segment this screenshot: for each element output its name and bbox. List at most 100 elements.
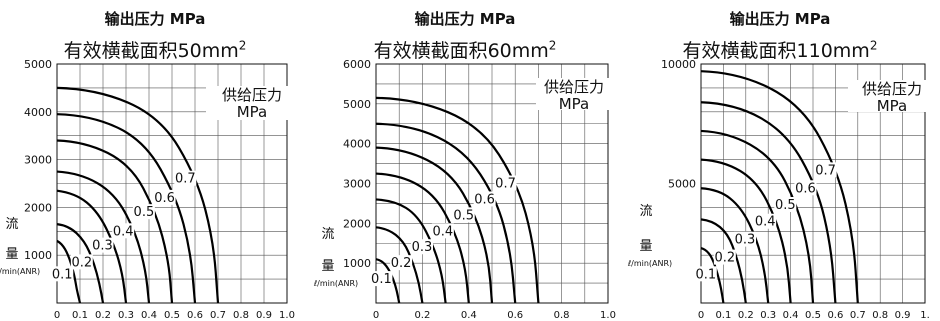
series-label-0.5: 0.5 [775,198,796,213]
x-tick-label: 0.1 [72,310,88,321]
y-tick-label: 5000 [24,58,52,71]
y-tick-label: 3000 [343,178,371,191]
x-tick-label: 0.2 [95,310,111,321]
y-axis-label-char: 流 [639,204,652,219]
y-axis-unit: ℓ/min(ANR) [627,259,672,268]
y-axis-label-char: 流 [5,217,18,232]
series-label-bg [174,170,197,186]
legend-unit: MPa [237,103,268,121]
x-tick-label: 1.0 [279,310,295,321]
series-line-0.3 [700,187,770,304]
series-label-bg [51,266,74,282]
x-tick-label: 1. [920,310,930,321]
series-label-bg [694,266,717,282]
area-unit-sup: 2 [238,38,247,53]
chart-title: 输出压力 MPa [414,10,516,28]
series-line-0.4 [700,158,792,304]
area-unit-sup: 2 [869,38,878,53]
area-label: 有效横截面积60mm [373,40,549,62]
legend-background [848,80,936,112]
series-label-0.7: 0.7 [175,172,196,187]
chart-panel-2: 输出压力 MPa 有效横截面积60mm2 供给压力 MPa 0.1 0.2 0.3 0.4… [310,0,620,321]
chart-title: 输出压力 MPa [104,10,206,28]
x-tick-label: 0.9 [895,310,911,321]
y-tick-label: 3000 [24,154,52,167]
x-tick-label: 0.4 [783,310,799,321]
series-line-0.4 [375,172,470,304]
y-tick-label: 2000 [343,217,371,230]
x-tick-label: 0.6 [507,310,523,321]
series-line-0.1 [700,246,725,304]
series-line-0.3 [375,198,447,304]
chart-panel-3: 输出压力 MPa 有效横截面积110mm2 供给压力 MPa 0.1 0.2 0.3 0.… [620,0,940,321]
series-label-0.3: 0.3 [412,240,433,255]
series-label-0.6: 0.6 [154,191,175,206]
x-tick-label: 1.0 [600,310,616,321]
series-label-0.3: 0.3 [735,233,756,248]
series-label-0.5: 0.5 [453,208,474,223]
series-label-0.1: 0.1 [695,267,716,282]
y-tick-label: 1000 [343,257,371,270]
area-unit-sup: 2 [548,38,557,53]
series-line-0.6 [700,101,837,304]
y-tick-label: 5000 [343,98,371,111]
y-axis-unit: ℓ/min(ANR) [0,267,40,276]
series-label-bg [91,237,114,253]
y-tick-label: 10000 [661,58,696,71]
series-label-bg [411,239,433,255]
x-tick-label: 0.2 [738,310,754,321]
y-tick-label: 6000 [343,58,371,71]
series-label-bg [431,223,454,239]
series-label-0.1: 0.1 [371,272,392,287]
x-tick-label: 0.2 [414,310,430,321]
x-tick-label: 0.8 [554,310,570,321]
series-label-bg [794,180,817,196]
series-label-bg [494,175,517,191]
series-line-0.7 [375,96,540,304]
series-label-0.7: 0.7 [815,163,836,178]
y-axis-label-char: 量 [639,239,652,254]
x-tick-label: 0 [54,310,60,321]
series-label-0.3: 0.3 [92,239,113,254]
series-label-0.2: 0.2 [714,251,735,266]
series-label-0.4: 0.4 [433,224,454,239]
x-tick-label: 0.8 [872,310,888,321]
series-label-bg [153,189,176,205]
chart-subtitle: 有效横截面积110mm2 [620,36,940,63]
legend-title: 供给压力 [222,86,282,104]
series-label-bg [814,162,837,178]
series-label-0.2: 0.2 [71,255,92,270]
series-label-bg [754,213,777,229]
x-tick-label: 0 [698,310,704,321]
x-tick-label: 0.9 [256,310,272,321]
x-tick-label: 0.4 [461,310,477,321]
series-line-0.4 [56,170,151,304]
x-tick-label: 0.5 [164,310,180,321]
series-line-0.7 [700,70,859,304]
series-line-0.2 [700,218,747,304]
x-tick-label: 0.8 [233,310,249,321]
x-tick-label: 0.6 [827,310,843,321]
x-tick-label: 0.5 [805,310,821,321]
series-label-bg [390,255,413,271]
y-axis-label-char: 量 [5,247,18,262]
series-line-0.6 [375,122,517,304]
series-label-bg [370,271,393,287]
series-line-0.5 [700,129,815,304]
y-tick-label: 5000 [668,178,696,191]
series-label-bg [734,231,756,247]
series-label-bg [774,197,797,213]
legend-unit: MPa [877,97,908,115]
legend-background [206,86,298,120]
series-label-0.2: 0.2 [391,256,412,271]
x-tick-label: 0.3 [760,310,776,321]
x-tick-label: 0.3 [118,310,134,321]
series-line-0.5 [375,146,494,304]
x-tick-label: 0.7 [210,310,226,321]
y-tick-label: 4000 [24,106,52,119]
series-label-bg [452,207,475,223]
y-axis-label-char: 量 [321,259,334,274]
series-label-bg [473,191,496,207]
